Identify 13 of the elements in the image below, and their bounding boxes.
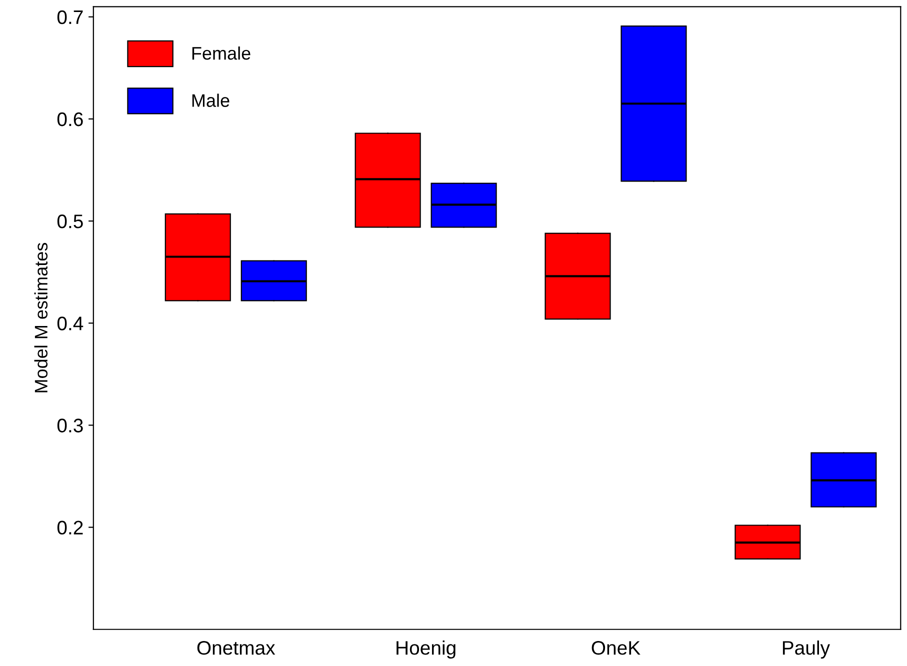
y-tick-label: 0.6 bbox=[57, 112, 83, 126]
x-tick-label: Onetmax bbox=[197, 640, 276, 655]
y-tick-label: 0.2 bbox=[57, 520, 83, 535]
y-tick-label: 0.3 bbox=[57, 418, 83, 432]
y-tick-label: 0.4 bbox=[57, 316, 84, 330]
legend-label: Female bbox=[192, 46, 250, 60]
y-axis-title: Model M estimates bbox=[34, 242, 48, 392]
x-tick-label: OneK bbox=[592, 640, 640, 655]
y-tick-label: 0.7 bbox=[57, 10, 83, 24]
x-tick-label: Pauly bbox=[782, 640, 830, 659]
x-tick-label: Hoenig bbox=[396, 640, 456, 659]
y-tick-label: 0.5 bbox=[57, 214, 83, 228]
legend-label: Male bbox=[192, 94, 230, 107]
